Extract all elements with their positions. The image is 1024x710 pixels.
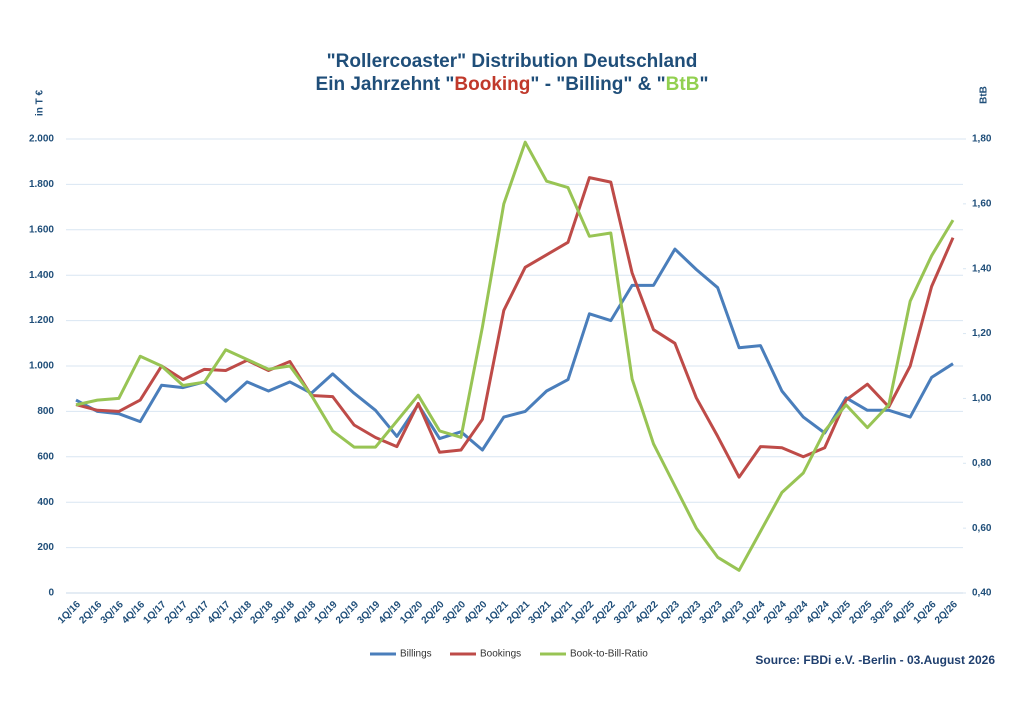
x-tick-label: 1Q/26 bbox=[912, 599, 939, 626]
legend-label: Book-to-Bill-Ratio bbox=[570, 649, 648, 660]
title-part: Ein Jahrzehnt " bbox=[316, 74, 455, 95]
x-tick-label: 2Q/26 bbox=[933, 599, 960, 626]
x-tick-label: 3Q/20 bbox=[441, 599, 468, 626]
y-tick-label: 400 bbox=[37, 497, 54, 508]
x-tick-label: 2Q/20 bbox=[420, 599, 447, 626]
x-tick-label: 4Q/19 bbox=[377, 599, 404, 626]
x-tick-label: 3Q/18 bbox=[270, 599, 297, 626]
y-axis-label: in T € bbox=[35, 90, 46, 117]
y-tick-label: 0 bbox=[48, 588, 54, 599]
x-tick-label: 2Q/18 bbox=[248, 599, 275, 626]
series-line bbox=[75, 176, 955, 479]
y2-tick-label: 0,40 bbox=[972, 588, 992, 599]
y-tick-label: 1.800 bbox=[29, 179, 54, 190]
x-tick-label: 3Q/17 bbox=[184, 599, 211, 626]
title-part: BtB bbox=[666, 74, 700, 95]
series-line bbox=[75, 247, 954, 452]
x-tick-label: 3Q/19 bbox=[355, 599, 382, 626]
y2-tick-label: 1,20 bbox=[972, 328, 992, 339]
x-tick-label: 2Q/23 bbox=[676, 599, 703, 626]
x-tick-label: 2Q/21 bbox=[505, 599, 532, 626]
x-tick-label: 2Q/22 bbox=[591, 599, 618, 626]
legend-label: Bookings bbox=[480, 649, 521, 660]
x-tick-label: 1Q/17 bbox=[142, 599, 169, 626]
x-tick-label: 4Q/25 bbox=[890, 599, 917, 626]
title-part: "Rollercoaster" Distribution Deutschland bbox=[327, 51, 698, 72]
x-tick-label: 4Q/20 bbox=[462, 599, 489, 626]
legend-label: Billings bbox=[400, 649, 432, 660]
x-tick-label: 2Q/16 bbox=[77, 599, 104, 626]
x-tick-label: 2Q/19 bbox=[334, 599, 361, 626]
x-tick-label: 4Q/22 bbox=[633, 599, 660, 626]
x-tick-label: 3Q/24 bbox=[783, 599, 810, 626]
x-tick-label: 4Q/24 bbox=[805, 599, 832, 626]
y-tick-label: 1.600 bbox=[29, 224, 54, 235]
x-tick-label: 4Q/23 bbox=[719, 599, 746, 626]
y2-tick-label: 1,80 bbox=[972, 134, 992, 145]
x-tick-label: 2Q/24 bbox=[762, 599, 789, 626]
y2-tick-label: 0,80 bbox=[972, 458, 992, 469]
y2-axis-label: BtB bbox=[979, 86, 990, 104]
x-tick-label: 2Q/25 bbox=[847, 599, 874, 626]
x-tick-label: 1Q/20 bbox=[398, 599, 425, 626]
y-tick-label: 1.400 bbox=[29, 270, 54, 281]
source: Source: FBDi e.V. -Berlin - 03.August 20… bbox=[755, 653, 995, 667]
y-tick-label: 200 bbox=[37, 542, 54, 553]
y-tick-label: 600 bbox=[37, 451, 54, 462]
title-part: " bbox=[699, 74, 708, 95]
x-tick-label: 1Q/25 bbox=[826, 599, 853, 626]
x-tick-label: 4Q/17 bbox=[206, 599, 233, 626]
x-tick-label: 4Q/18 bbox=[291, 599, 318, 626]
chart-title: "Rollercoaster" Distribution Deutschland bbox=[327, 51, 698, 72]
x-tick-label: 3Q/22 bbox=[612, 599, 639, 626]
x-tick-label: 1Q/19 bbox=[313, 599, 340, 626]
series-line bbox=[75, 140, 955, 572]
x-tick-label: 1Q/22 bbox=[569, 599, 596, 626]
y2-tick-label: 0,60 bbox=[972, 523, 992, 534]
x-tick-label: 1Q/23 bbox=[655, 599, 682, 626]
x-tick-label: 1Q/16 bbox=[56, 599, 83, 626]
chart-title: Ein Jahrzehnt "Booking" - "Billing" & "B… bbox=[316, 74, 709, 95]
title-part: Booking bbox=[454, 74, 530, 95]
x-tick-label: 3Q/21 bbox=[527, 599, 554, 626]
x-tick-label: 4Q/21 bbox=[548, 599, 575, 626]
y2-tick-label: 1,00 bbox=[972, 393, 992, 404]
x-tick-label: 3Q/16 bbox=[99, 599, 126, 626]
x-tick-label: 1Q/21 bbox=[484, 599, 511, 626]
x-tick-label: 3Q/23 bbox=[698, 599, 725, 626]
y-tick-label: 800 bbox=[37, 406, 54, 417]
x-tick-label: 2Q/17 bbox=[163, 599, 190, 626]
x-tick-label: 1Q/24 bbox=[740, 599, 767, 626]
x-tick-label: 4Q/16 bbox=[120, 599, 147, 626]
y-tick-label: 1.000 bbox=[29, 361, 54, 372]
x-tick-label: 1Q/18 bbox=[227, 599, 254, 626]
y2-tick-label: 1,40 bbox=[972, 263, 992, 274]
y-tick-label: 2.000 bbox=[29, 134, 54, 145]
y2-tick-label: 1,60 bbox=[972, 198, 992, 209]
title-part: " - "Billing" & " bbox=[530, 74, 665, 95]
y-tick-label: 1.200 bbox=[29, 315, 54, 326]
x-tick-label: 3Q/25 bbox=[869, 599, 896, 626]
